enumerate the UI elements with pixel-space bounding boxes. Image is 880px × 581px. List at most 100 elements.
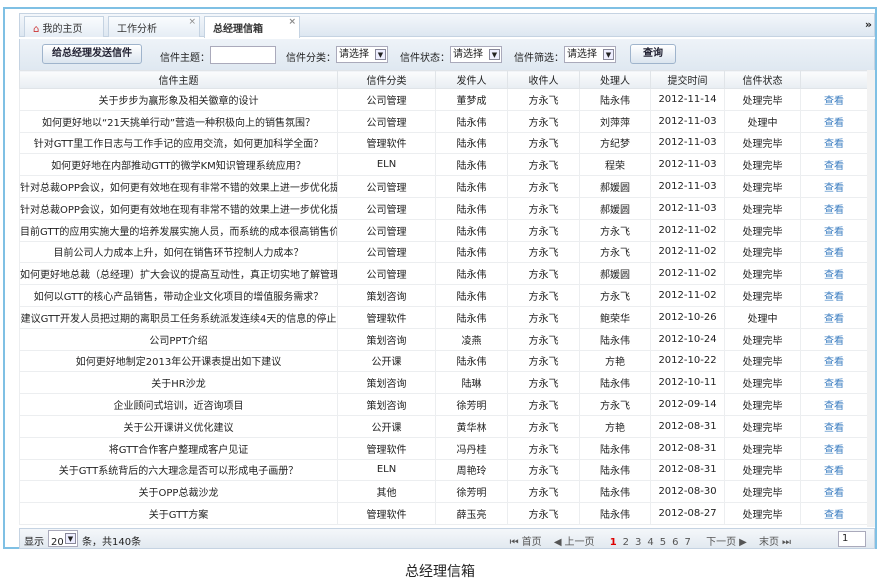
cell-handler: 刘萍萍 — [579, 109, 651, 133]
cell-status: 处理完毕 — [724, 327, 801, 351]
cell-date: 2012-08-31 — [650, 458, 725, 482]
cell-date: 2012-08-27 — [650, 502, 725, 525]
cell-date: 2012-11-03 — [650, 131, 725, 155]
cell-subject: 公司PPT介绍 — [19, 327, 338, 351]
cell-receiver: 方永飞 — [507, 327, 580, 351]
column-header: 发件人 — [435, 70, 508, 89]
cell-handler: 方纪梦 — [579, 131, 651, 155]
next-page-link[interactable]: 下一页 ▶ — [706, 537, 747, 548]
chevron-down-icon: ▼ — [65, 533, 76, 544]
cell-view-link[interactable]: 查看 — [800, 371, 868, 395]
chevron-double-down-icon[interactable]: » — [864, 18, 872, 31]
cell-view-link[interactable]: 查看 — [800, 305, 868, 329]
cell-status: 处理完毕 — [724, 371, 801, 395]
close-icon[interactable]: × — [288, 17, 296, 27]
first-page-link[interactable]: ⏮ 首页 — [509, 537, 542, 548]
tab-gm-mailbox[interactable]: 总经理信箱 × — [204, 16, 300, 38]
cell-subject: 关于GTT方案 — [19, 502, 338, 525]
cell-receiver: 方永飞 — [507, 153, 580, 177]
cell-handler: 方艳 — [579, 349, 651, 373]
cell-handler: 郝媛圆 — [579, 262, 651, 286]
cell-status: 处理完毕 — [724, 284, 801, 307]
cell-handler: 陆永伟 — [579, 371, 651, 395]
page-link[interactable]: 2 — [622, 537, 630, 548]
cell-receiver: 方永飞 — [507, 502, 580, 525]
cell-view-link[interactable]: 查看 — [800, 458, 868, 482]
category-select[interactable]: 请选择 ▼ — [336, 46, 388, 63]
cell-view-link[interactable]: 查看 — [800, 436, 868, 460]
cell-sender: 徐芳明 — [435, 393, 508, 416]
cell-view-link[interactable]: 查看 — [800, 240, 868, 264]
cell-category: 管理软件 — [337, 131, 436, 155]
cell-view-link[interactable]: 查看 — [800, 349, 868, 373]
column-header — [800, 70, 868, 89]
cell-handler: 方艳 — [579, 414, 651, 438]
table-row: 如何更好地总裁（总经理）扩大会议的提高互动性，真正切实地了解管理 公司管理 陆永伟方… — [19, 262, 868, 286]
cell-view-link[interactable]: 查看 — [800, 262, 868, 286]
cell-view-link[interactable]: 查看 — [800, 502, 868, 525]
cell-view-link[interactable]: 查看 — [800, 284, 868, 307]
cell-view-link[interactable]: 查看 — [800, 327, 868, 351]
cell-status: 处理完毕 — [724, 502, 801, 525]
page-link[interactable]: 5 — [659, 537, 667, 548]
cell-status: 处理完毕 — [724, 458, 801, 482]
query-button[interactable]: 查询 — [630, 44, 676, 64]
cell-view-link[interactable]: 查看 — [800, 109, 868, 133]
scrollbar[interactable] — [867, 70, 875, 527]
cell-status: 处理完毕 — [724, 436, 801, 460]
cell-category: 管理软件 — [337, 502, 436, 525]
cell-subject: 目前公司人力成本上升，如何在销售环节控制人力成本？ — [19, 240, 338, 264]
cell-view-link[interactable]: 查看 — [800, 414, 868, 438]
filter-select[interactable]: 请选择 ▼ — [564, 46, 616, 63]
tab-home[interactable]: ⌂ 我的主页 — [24, 16, 104, 37]
cell-receiver: 方永飞 — [507, 88, 580, 111]
cell-view-link[interactable]: 查看 — [800, 131, 868, 155]
cell-view-link[interactable]: 查看 — [800, 175, 868, 198]
cell-date: 2012-11-02 — [650, 240, 725, 264]
cell-view-link[interactable]: 查看 — [800, 153, 868, 177]
subject-input[interactable] — [210, 46, 276, 64]
page-link[interactable]: 4 — [647, 537, 654, 548]
cell-sender: 陆永伟 — [435, 131, 508, 155]
cell-date: 2012-11-14 — [650, 88, 725, 111]
cell-receiver: 方永飞 — [507, 175, 580, 198]
prev-page-link[interactable]: ◀ 上一页 — [553, 537, 595, 548]
cell-subject: 建议GTT开发人员把过期的离职员工任务系统派发连续4天的信息的停止 — [19, 305, 338, 329]
cell-date: 2012-11-02 — [650, 218, 725, 242]
send-letter-button[interactable]: 给总经理发送信件 — [42, 44, 142, 64]
cell-view-link[interactable]: 查看 — [800, 196, 868, 220]
cell-sender: 陆永伟 — [435, 153, 508, 177]
cell-view-link[interactable]: 查看 — [800, 218, 868, 242]
page-size-select[interactable]: 20 ▼ — [48, 530, 78, 548]
last-page-link[interactable]: 末页 ⏭ — [759, 537, 791, 548]
cell-category: 公司管理 — [337, 218, 436, 242]
cell-category: 公司管理 — [337, 109, 436, 133]
close-icon[interactable]: × — [188, 17, 196, 27]
page-link[interactable]: 7 — [684, 537, 691, 548]
cell-receiver: 方永飞 — [507, 196, 580, 220]
cell-view-link[interactable]: 查看 — [800, 480, 868, 504]
page-link[interactable]: 3 — [635, 537, 642, 548]
table-row: 建议GTT开发人员把过期的离职员工任务系统派发连续4天的信息的停止 管理软件 陆永伟… — [19, 305, 868, 329]
cell-receiver: 方永飞 — [507, 349, 580, 373]
page-link[interactable]: 1 — [609, 537, 617, 548]
cell-date: 2012-11-03 — [650, 175, 725, 198]
cell-receiver: 方永飞 — [507, 305, 580, 329]
cell-sender: 陆永伟 — [435, 218, 508, 242]
cell-handler: 方永飞 — [579, 393, 651, 416]
cell-view-link[interactable]: 查看 — [800, 393, 868, 416]
cell-receiver: 方永飞 — [507, 436, 580, 460]
cell-category: 策划咨询 — [337, 327, 436, 351]
cell-receiver: 方永飞 — [507, 480, 580, 504]
cell-category: 公司管理 — [337, 240, 436, 264]
status-select[interactable]: 请选择 ▼ — [450, 46, 502, 63]
cell-subject: 针对总裁OPP会议，如何更有效地在现有非常不错的效果上进一步优化提 — [19, 196, 338, 220]
cell-sender: 冯丹桂 — [435, 436, 508, 460]
caption: 总经理信箱 — [405, 564, 475, 580]
tab-work-analysis[interactable]: 工作分析 × — [108, 16, 200, 37]
cell-view-link[interactable]: 查看 — [800, 88, 868, 111]
cell-category: 策划咨询 — [337, 393, 436, 416]
page-link[interactable]: 6 — [672, 537, 679, 548]
cell-category: ELN — [337, 458, 436, 482]
page-number-input[interactable]: 1 — [838, 531, 866, 547]
